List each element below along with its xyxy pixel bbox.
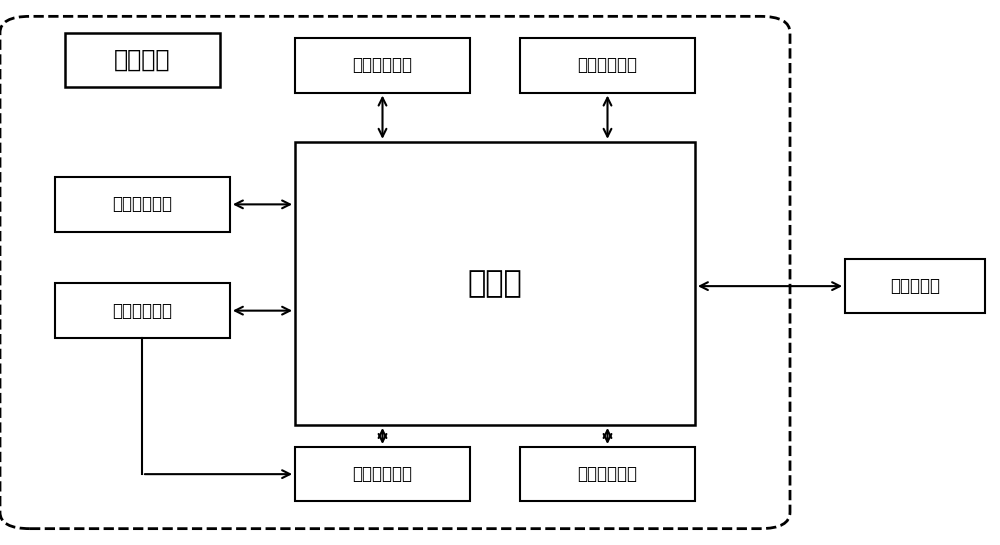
Bar (295, 38, 470, 93)
Bar (845, 259, 985, 313)
Text: 生物监测模块: 生物监测模块 (352, 56, 412, 75)
Text: 光缆交接箱: 光缆交接箱 (890, 277, 940, 295)
Text: 预警调度模块: 预警调度模块 (352, 465, 412, 483)
Bar (295, 142, 695, 425)
Text: 控制系统: 控制系统 (114, 48, 171, 72)
Text: 充电管理模块: 充电管理模块 (578, 465, 638, 483)
Bar (65, 33, 220, 87)
Text: 环境监测模块: 环境监测模块 (578, 56, 638, 75)
Bar (295, 447, 470, 501)
Text: 数据存储模块: 数据存储模块 (112, 301, 173, 320)
Bar (520, 38, 695, 93)
Text: 驱动控制模块: 驱动控制模块 (112, 195, 173, 214)
Bar (520, 447, 695, 501)
Bar (55, 177, 230, 232)
Text: 处理器: 处理器 (468, 269, 522, 298)
Bar (55, 283, 230, 338)
